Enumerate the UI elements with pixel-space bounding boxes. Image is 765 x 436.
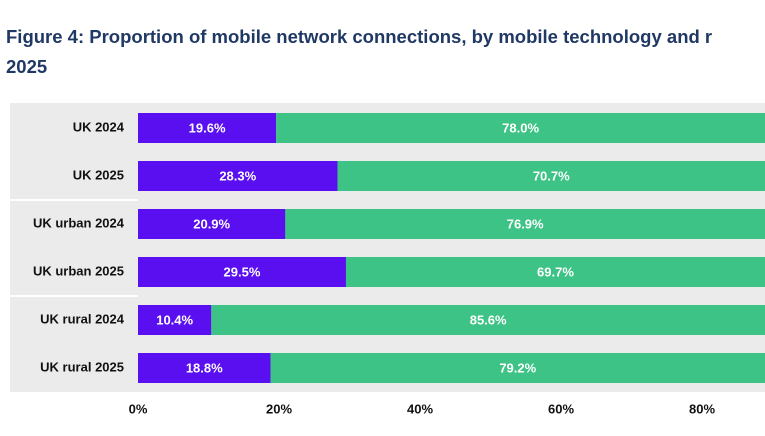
value-label: 10.4% <box>156 312 193 327</box>
bar-segment <box>138 161 338 191</box>
bar-segment <box>138 209 286 239</box>
bar-segment <box>138 113 277 143</box>
bar-segment <box>285 209 765 239</box>
category-label: UK rural 2025 <box>40 359 124 374</box>
bar-segment <box>270 353 765 383</box>
category-label: UK 2025 <box>73 167 124 182</box>
value-label: 28.3% <box>219 168 256 183</box>
x-tick-label: 40% <box>407 401 433 416</box>
bar-segment <box>211 305 765 335</box>
chart-title: 2025 <box>6 56 47 77</box>
value-label: 70.7% <box>533 168 570 183</box>
value-label: 76.9% <box>507 216 544 231</box>
value-label: 18.8% <box>186 360 223 375</box>
bar-segment <box>276 113 765 143</box>
category-label: UK urban 2024 <box>33 215 125 230</box>
value-label: 79.2% <box>499 360 536 375</box>
x-tick-label: 20% <box>266 401 292 416</box>
value-label: 85.6% <box>470 312 507 327</box>
bar-segment <box>345 257 765 287</box>
category-label: UK rural 2024 <box>40 311 125 326</box>
value-label: 19.6% <box>189 120 226 135</box>
value-label: 29.5% <box>224 264 261 279</box>
plot-background <box>10 103 765 392</box>
value-label: 69.7% <box>537 264 574 279</box>
bar-segment <box>138 257 346 287</box>
bar-segment <box>138 353 271 383</box>
x-tick-label: 60% <box>548 401 574 416</box>
value-label: 78.0% <box>502 120 539 135</box>
bar-segment <box>337 161 765 191</box>
chart-title: Figure 4: Proportion of mobile network c… <box>6 26 712 47</box>
category-label: UK urban 2025 <box>33 263 124 278</box>
x-tick-label: 80% <box>689 401 715 416</box>
value-label: 20.9% <box>193 216 230 231</box>
bar-segment <box>138 305 212 335</box>
category-label: UK 2024 <box>73 119 125 134</box>
x-tick-label: 0% <box>129 401 148 416</box>
